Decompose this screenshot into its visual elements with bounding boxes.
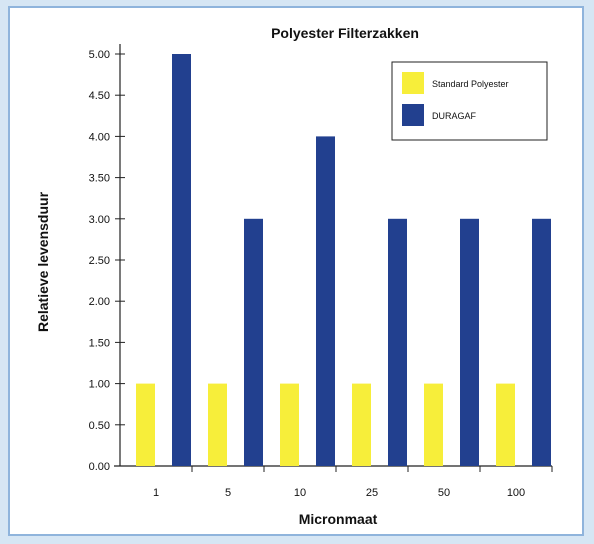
bar-standard-polyester <box>352 383 371 466</box>
bar-standard-polyester <box>424 383 443 466</box>
bar-duragaf <box>316 136 335 466</box>
y-tick-label: 3.00 <box>89 214 110 226</box>
y-tick-label: 5.00 <box>89 49 110 61</box>
x-tick-label: 100 <box>507 487 525 499</box>
bar-standard-polyester <box>496 383 515 466</box>
x-tick-label: 50 <box>438 487 450 499</box>
legend-label: DURAGAF <box>432 111 477 121</box>
bar-duragaf <box>460 218 479 466</box>
y-tick-label: 1.50 <box>89 337 110 349</box>
legend-swatch <box>402 104 424 126</box>
bars <box>136 54 551 466</box>
y-tick-label: 2.00 <box>89 296 110 308</box>
y-axis-label: Relatieve levensduur <box>35 191 51 332</box>
y-tick-label: 3.50 <box>89 173 110 185</box>
bar-standard-polyester <box>136 383 155 466</box>
bar-standard-polyester <box>208 383 227 466</box>
x-tick-label: 1 <box>153 487 159 499</box>
y-tick-label: 1.00 <box>89 379 110 391</box>
bar-duragaf <box>532 218 551 466</box>
y-tick-label: 0.00 <box>89 461 110 473</box>
x-tick-label: 5 <box>225 487 231 499</box>
legend-swatch <box>402 72 424 94</box>
y-tick-label: 0.50 <box>89 420 110 432</box>
y-tick-label: 4.00 <box>89 131 110 143</box>
x-tick-label: 25 <box>366 487 378 499</box>
x-tick-label: 10 <box>294 487 306 499</box>
legend: Standard Polyester DURAGAF <box>391 61 548 141</box>
bar-duragaf <box>388 218 407 466</box>
y-tick-label: 2.50 <box>89 255 110 267</box>
x-axis-label: Micronmaat <box>299 511 378 527</box>
bar-duragaf <box>244 218 263 466</box>
bar-duragaf <box>172 54 191 466</box>
chart-title: Polyester Filterzakken <box>271 25 419 41</box>
bar-standard-polyester <box>280 383 299 466</box>
legend-label: Standard Polyester <box>432 79 509 89</box>
y-tick-label: 4.50 <box>89 90 110 102</box>
